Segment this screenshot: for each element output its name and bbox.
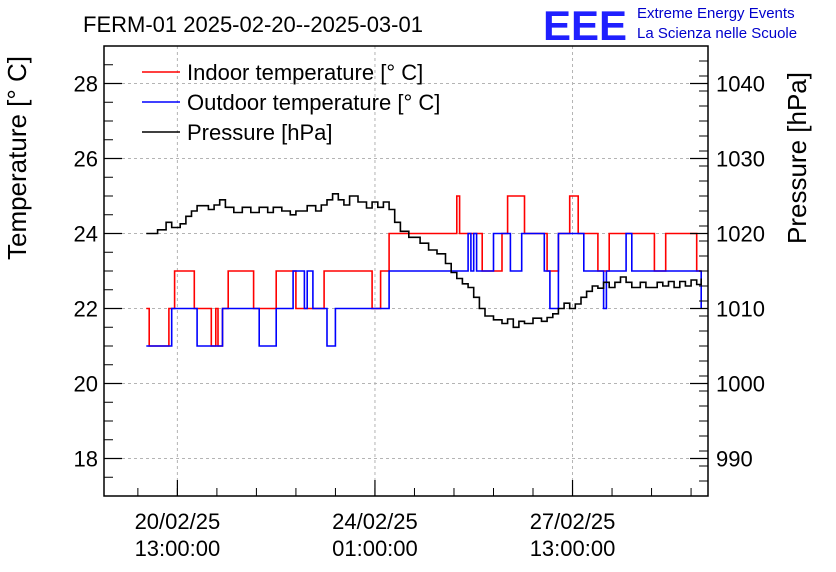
- x-tick-label: 13:00:00: [135, 536, 221, 561]
- legend-label-pressure: Pressure [hPa]: [187, 120, 333, 145]
- y-tick-label: 28: [74, 72, 98, 97]
- x-tick-label: 01:00:00: [332, 536, 418, 561]
- axes: 18 20 22 24 26 28 990 1000 1010 1020 1030 1040 20/02…: [74, 60, 765, 561]
- y-tick-label: 18: [74, 447, 98, 472]
- legend-label-outdoor: Outdoor temperature [° C]: [187, 90, 440, 115]
- x-tick-label: 13:00:00: [530, 536, 616, 561]
- x-tick-label: 27/02/25: [530, 509, 616, 534]
- eee-logo: EEE Extreme Energy Events La Scienza nel…: [543, 2, 797, 49]
- y2-tick-label: 1020: [716, 222, 765, 247]
- eee-logo-line1: Extreme Energy Events: [637, 5, 795, 22]
- y2-tick-label: 990: [716, 447, 753, 472]
- y-axis-title: Temperature [° C]: [2, 56, 32, 260]
- y-tick-label: 22: [74, 297, 98, 322]
- y-tick-label: 24: [74, 222, 98, 247]
- series-outdoor-temperature: [146, 232, 702, 347]
- y-tick-label: 26: [74, 147, 98, 172]
- eee-logo-line2: La Scienza nelle Scuole: [637, 25, 797, 42]
- y2-tick-label: 1000: [716, 372, 765, 397]
- y2-tick-label: 1030: [716, 147, 765, 172]
- chart-title: FERM-01 2025-02-20--2025-03-01: [83, 12, 423, 37]
- x-tick-label: 20/02/25: [135, 509, 221, 534]
- series-pressure: [146, 193, 702, 329]
- x-tick-label: 24/02/25: [332, 509, 418, 534]
- y-tick-label: 20: [74, 372, 98, 397]
- y2-tick-label: 1040: [716, 72, 765, 97]
- legend-label-indoor: Indoor temperature [° C]: [187, 60, 423, 85]
- eee-logo-text: EEE: [543, 2, 627, 49]
- plot-series: [146, 193, 702, 347]
- y2-tick-label: 1010: [716, 297, 765, 322]
- y2-axis-title: Pressure [hPa]: [782, 72, 812, 244]
- legend: Indoor temperature [° C] Outdoor tempera…: [142, 60, 440, 145]
